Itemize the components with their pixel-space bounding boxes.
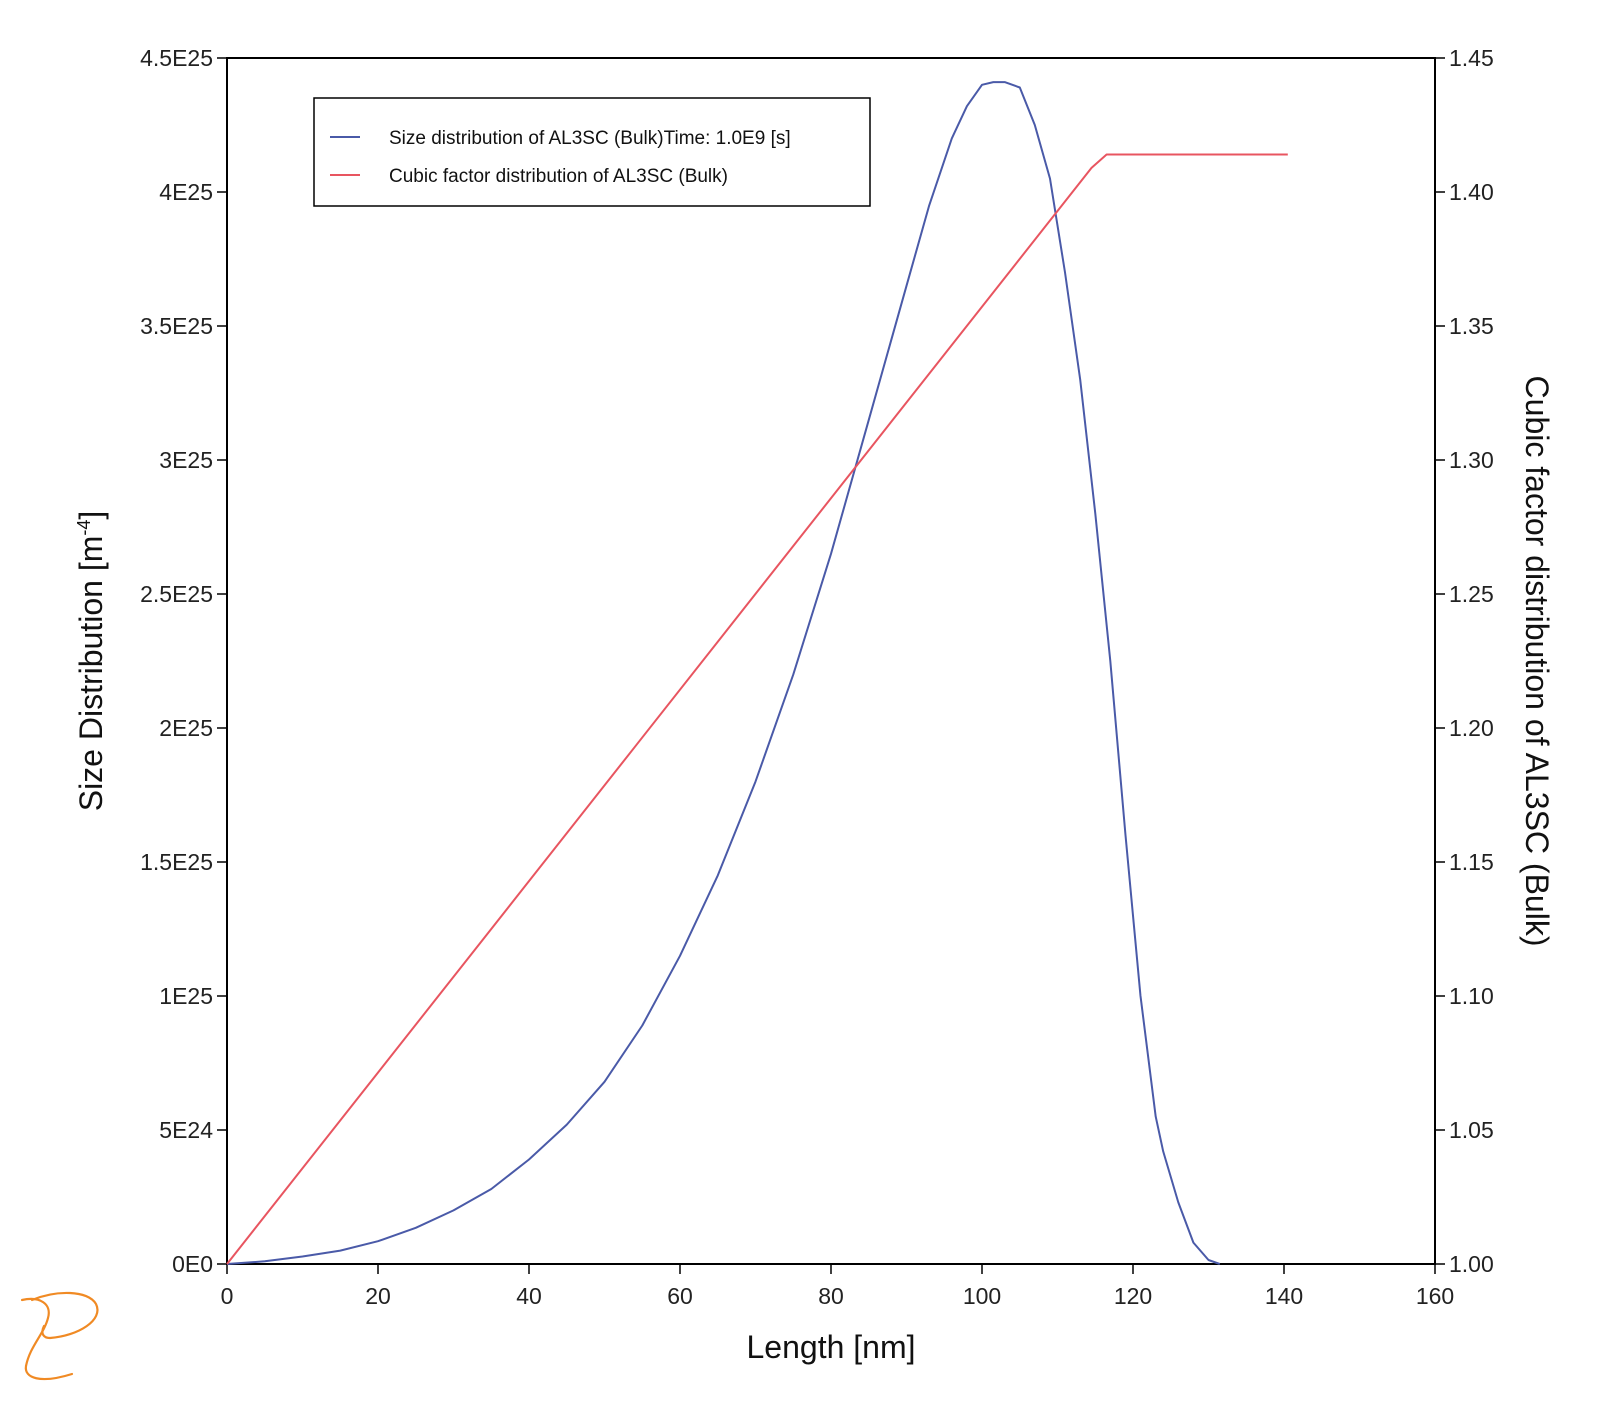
y-axis-right-ticks: 1.00 1.05 1.10 1.15 1.20 1.25 1.30 1.35 1.40 1.45 xyxy=(1435,45,1494,1277)
y-left-tick-label: 1.5E25 xyxy=(140,849,213,875)
y-left-tick-label: 3.5E25 xyxy=(140,313,213,339)
x-tick-label: 80 xyxy=(818,1283,844,1309)
y-axis-right-title: Cubic factor distribution of AL3SC (Bulk… xyxy=(1519,376,1555,947)
legend-label-cubic-factor: Cubic factor distribution of AL3SC (Bulk… xyxy=(389,166,728,187)
series-line-size-distribution xyxy=(226,81,1221,1265)
y-axis-left-title: Size Distribution [m-4] xyxy=(73,511,109,812)
legend-box xyxy=(313,97,871,207)
x-tick-label: 160 xyxy=(1416,1283,1454,1309)
x-tick-label: 140 xyxy=(1265,1283,1303,1309)
y-right-tick-label: 1.00 xyxy=(1449,1251,1494,1277)
y-left-tick-label: 4.5E25 xyxy=(140,45,213,71)
legend: Size distribution of AL3SC (Bulk)Time: 1… xyxy=(313,97,871,207)
y-left-tick-label: 4E25 xyxy=(159,179,213,205)
y-left-tick-label: 2E25 xyxy=(159,715,213,741)
x-axis-ticks: 0 20 40 60 80 100 120 140 160 xyxy=(221,1264,1454,1309)
y-right-tick-label: 1.20 xyxy=(1449,715,1494,741)
x-tick-label: 40 xyxy=(516,1283,542,1309)
y-right-tick-label: 1.30 xyxy=(1449,447,1494,473)
x-tick-label: 100 xyxy=(963,1283,1001,1309)
y-left-tick-label: 0E0 xyxy=(172,1251,213,1277)
y-right-tick-label: 1.05 xyxy=(1449,1117,1494,1143)
x-tick-label: 60 xyxy=(667,1283,693,1309)
series-layer xyxy=(226,81,1288,1265)
y-left-tick-label: 5E24 xyxy=(159,1117,213,1143)
x-tick-label: 120 xyxy=(1114,1283,1152,1309)
y-left-tick-label: 3E25 xyxy=(159,447,213,473)
thermo-calc-logo xyxy=(20,1291,99,1381)
x-tick-label: 0 xyxy=(221,1283,234,1309)
y-right-tick-label: 1.35 xyxy=(1449,313,1494,339)
y-axis-left-ticks: 0E0 5E24 1E25 1.5E25 2E25 2.5E25 3E25 3.5E25 4E2… xyxy=(140,45,227,1277)
y-axis-left-title-superscript: -4 xyxy=(74,520,94,536)
y-right-tick-label: 1.10 xyxy=(1449,983,1494,1009)
y-right-tick-label: 1.15 xyxy=(1449,849,1494,875)
y-right-tick-label: 1.45 xyxy=(1449,45,1494,71)
y-right-tick-label: 1.40 xyxy=(1449,179,1494,205)
x-axis-title: Length [nm] xyxy=(747,1329,916,1365)
y-axis-left-title-main: Size Distribution [m xyxy=(73,536,109,812)
y-left-tick-label: 2.5E25 xyxy=(140,581,213,607)
y-axis-left-title-end: ] xyxy=(73,511,109,520)
y-left-tick-label: 1E25 xyxy=(159,983,213,1009)
y-right-tick-label: 1.25 xyxy=(1449,581,1494,607)
x-tick-label: 20 xyxy=(365,1283,391,1309)
series-line-cubic-factor xyxy=(226,153,1288,1265)
legend-label-size-distribution: Size distribution of AL3SC (Bulk)Time: 1… xyxy=(389,128,791,149)
